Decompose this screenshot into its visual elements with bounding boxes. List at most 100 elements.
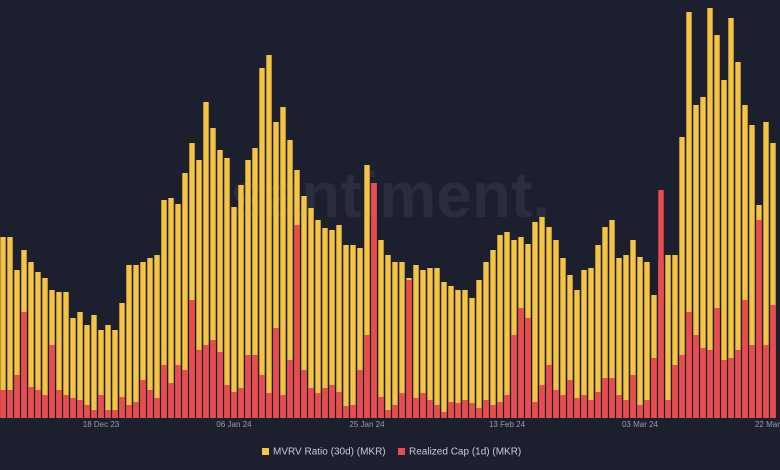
bar: [609, 378, 615, 418]
bar: [588, 400, 594, 418]
bar: [476, 408, 482, 418]
bar: [245, 355, 251, 418]
bar: [588, 268, 594, 418]
bar: [0, 390, 6, 418]
bar: [287, 360, 293, 418]
bar: [763, 345, 769, 418]
bar: [427, 268, 433, 418]
bar: [7, 237, 13, 418]
bar: [322, 228, 328, 418]
bar: [693, 105, 699, 418]
bar: [63, 292, 69, 418]
bar: [371, 183, 377, 418]
bar: [350, 405, 356, 418]
bar: [553, 240, 559, 418]
bar: [350, 245, 356, 418]
bar: [308, 208, 314, 418]
bar: [154, 255, 160, 418]
bar: [329, 230, 335, 418]
bar: [133, 265, 139, 418]
bar: [714, 308, 720, 418]
bar: [91, 315, 97, 418]
bar: [609, 220, 615, 418]
bar: [182, 370, 188, 418]
bar: [434, 405, 440, 418]
bar: [672, 365, 678, 418]
bar: [406, 280, 412, 418]
bar: [637, 257, 643, 418]
bar: [259, 68, 265, 418]
bar: [315, 220, 321, 418]
bar: [203, 102, 209, 418]
bar: [658, 190, 664, 418]
bar: [504, 395, 510, 418]
bar: [70, 318, 76, 418]
bar: [686, 12, 692, 418]
bar: [623, 255, 629, 418]
bar: [273, 328, 279, 418]
bar: [602, 227, 608, 418]
bar: [455, 403, 461, 418]
bar: [511, 240, 517, 418]
bar: [343, 245, 349, 418]
bar: [154, 398, 160, 418]
bar: [175, 204, 181, 418]
bar: [0, 237, 6, 418]
bar: [644, 400, 650, 418]
bar: [7, 390, 13, 418]
bar: [280, 395, 286, 418]
bar: [630, 375, 636, 418]
bar: [252, 148, 258, 418]
bar: [693, 335, 699, 418]
bar: [581, 270, 587, 418]
bar: [161, 200, 167, 418]
bar: [140, 380, 146, 418]
bar: [294, 225, 300, 418]
bar: [714, 35, 720, 418]
bar: [728, 358, 734, 418]
bar: [497, 402, 503, 418]
bar: [623, 400, 629, 418]
bar: [560, 258, 566, 418]
bar: [567, 380, 573, 418]
bar: [84, 405, 90, 418]
bar: [441, 412, 447, 418]
bar: [357, 370, 363, 418]
bar: [665, 400, 671, 418]
bar: [455, 290, 461, 418]
bar: [126, 265, 132, 418]
bar: [315, 393, 321, 418]
bar: [42, 278, 48, 418]
bar: [665, 255, 671, 418]
bar: [287, 140, 293, 418]
bar: [518, 308, 524, 418]
x-tick-label: 22 Mar 24: [755, 420, 780, 429]
bar: [728, 18, 734, 418]
bar: [679, 355, 685, 418]
bar: [140, 262, 146, 418]
bar: [245, 160, 251, 418]
bar: [364, 165, 370, 418]
bar: [56, 390, 62, 418]
bar: [175, 365, 181, 418]
bar: [644, 262, 650, 418]
bar: [28, 262, 34, 418]
bar: [483, 400, 489, 418]
bar: [469, 403, 475, 418]
bar: [707, 8, 713, 418]
bar: [616, 395, 622, 418]
bar: [756, 220, 762, 418]
bar: [553, 390, 559, 418]
bar: [672, 255, 678, 418]
bar: [378, 240, 384, 418]
bar: [196, 350, 202, 418]
bar: [539, 385, 545, 418]
legend-swatch: [398, 448, 405, 455]
bar: [448, 286, 454, 418]
bar: [651, 295, 657, 418]
bar: [63, 395, 69, 418]
bar: [273, 122, 279, 418]
bar: [91, 410, 97, 418]
legend-label: Realized Cap (1d) (MKR): [409, 447, 521, 458]
bar: [427, 400, 433, 418]
